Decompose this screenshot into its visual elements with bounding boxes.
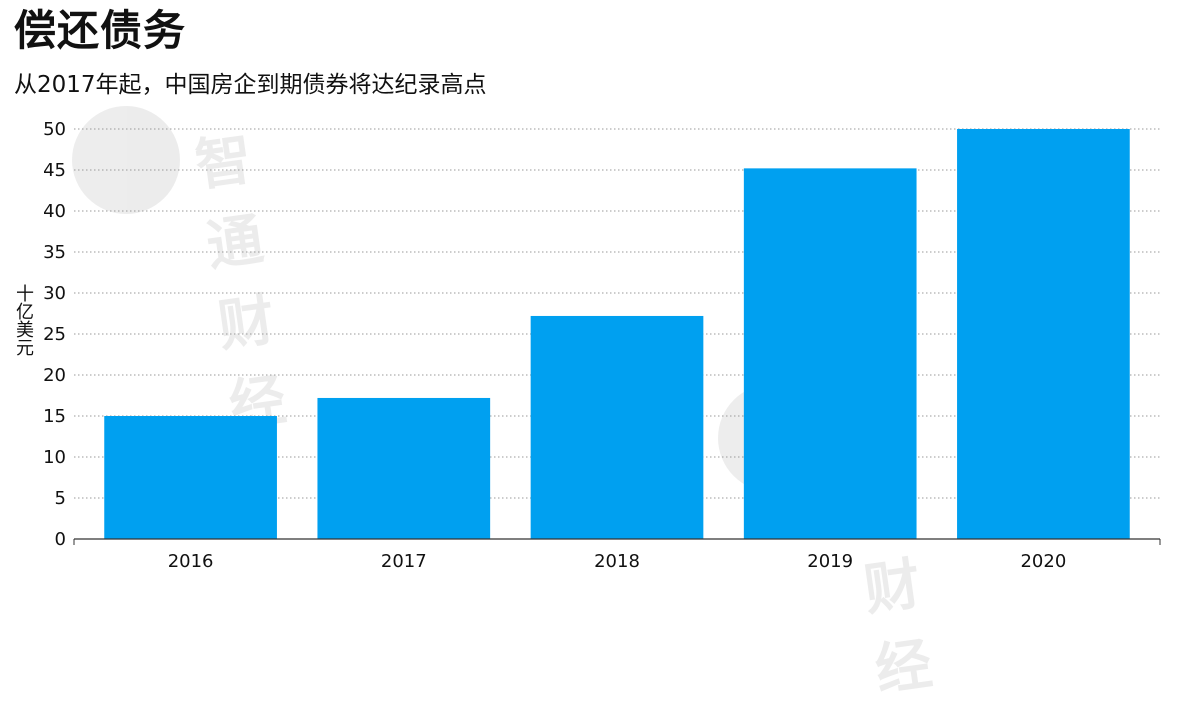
y-tick-label: 50 [43, 119, 66, 140]
y-tick-label: 20 [43, 365, 66, 386]
y-tick-label: 15 [43, 406, 66, 427]
x-tick-label: 2019 [807, 551, 853, 572]
bar [743, 168, 917, 540]
bar [104, 416, 277, 539]
chart-subtitle: 从2017年起，中国房企到期债券将达纪录高点 [14, 72, 487, 98]
bar [530, 315, 704, 539]
y-tick-label: 35 [43, 242, 66, 263]
y-tick-label: 45 [43, 160, 66, 181]
y-tick-label: 25 [43, 324, 66, 345]
bar-chart: 0 5 10 15 20 25 30 35 40 45 50 2016 2017 2018 2019 2020 [43, 119, 1161, 572]
bar [317, 397, 491, 539]
y-tick-label: 40 [43, 201, 66, 222]
x-tick-label: 2017 [381, 551, 427, 572]
y-tick-label: 10 [43, 447, 66, 468]
y-tick-label: 5 [55, 488, 66, 509]
x-tick-label: 2018 [594, 551, 640, 572]
chart-title: 偿还债务 [14, 6, 187, 55]
bar [957, 129, 1130, 539]
y-tick-label: 0 [55, 529, 66, 550]
x-tick-label: 2016 [168, 551, 214, 572]
y-tick-label: 30 [43, 283, 66, 304]
y-axis-label: 十亿美元 [16, 284, 34, 359]
x-tick-label: 2020 [1020, 551, 1066, 572]
